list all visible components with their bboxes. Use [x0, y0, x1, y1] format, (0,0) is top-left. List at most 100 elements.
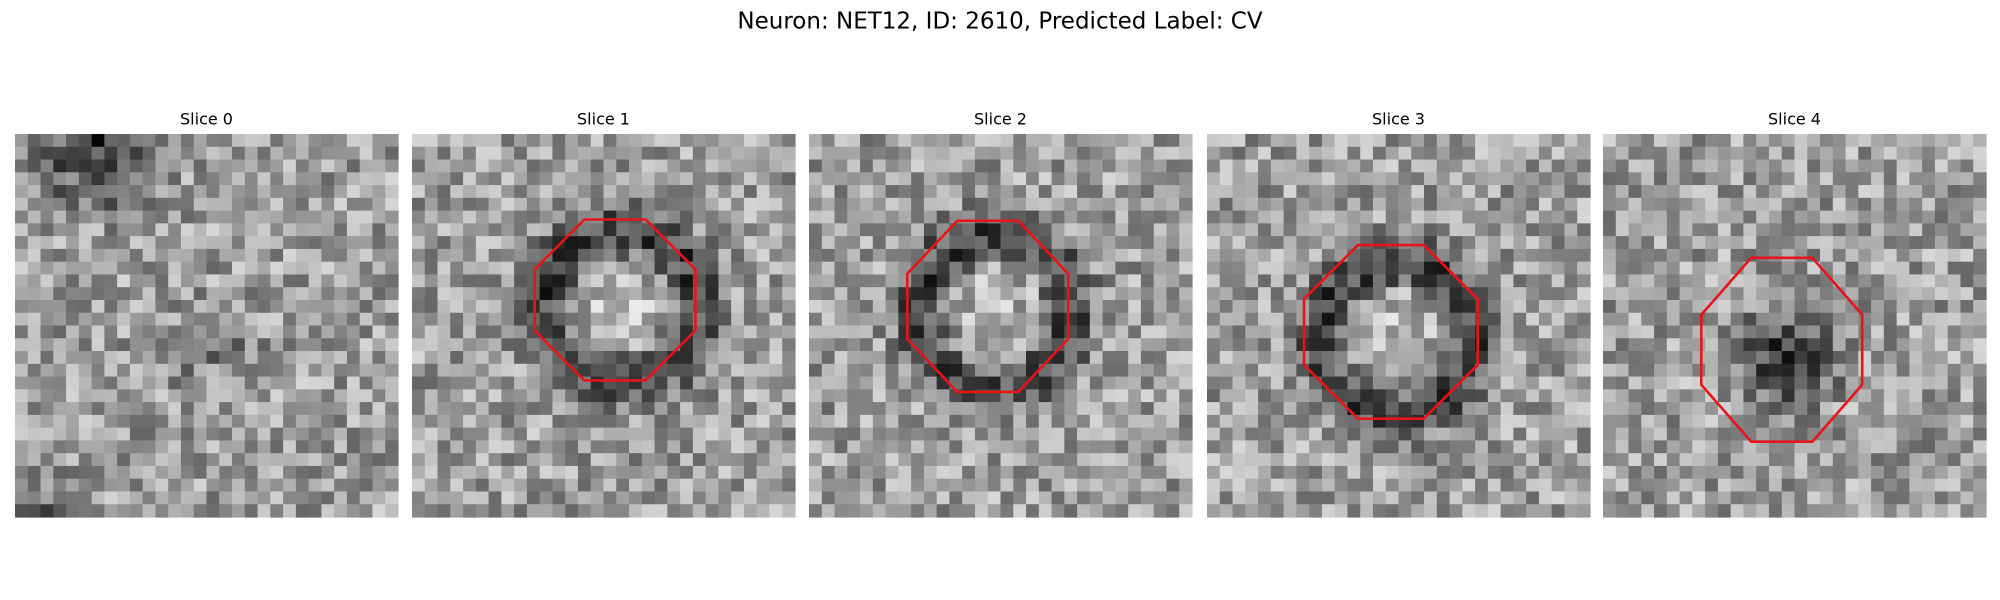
pixel [270, 159, 284, 173]
pixel [1424, 236, 1438, 250]
pixel [1628, 223, 1642, 237]
pixel [847, 389, 861, 403]
pixel [1000, 427, 1014, 441]
pixel [1436, 223, 1451, 237]
pixel [53, 427, 67, 441]
pixel [283, 185, 297, 199]
pixel [847, 338, 861, 352]
pixel [270, 389, 284, 403]
pixel [155, 351, 169, 365]
pixel [1436, 465, 1451, 480]
pixel [1513, 159, 1527, 173]
pixel [1896, 338, 1910, 352]
pixel [488, 261, 502, 276]
pixel [1871, 299, 1885, 314]
pixel [603, 197, 617, 212]
pixel [1615, 248, 1630, 263]
pixel [1207, 389, 1221, 403]
pixel [898, 465, 912, 480]
pixel [1424, 351, 1438, 365]
pixel [1360, 146, 1374, 161]
pixel [219, 146, 233, 161]
pixel [1500, 325, 1514, 339]
pixel [1207, 134, 1221, 148]
pixel [1845, 159, 1859, 173]
pixel [962, 453, 976, 467]
pixel [78, 351, 93, 365]
pixel [359, 376, 374, 390]
pixel [552, 363, 566, 378]
pixel [142, 478, 157, 493]
pixel [769, 414, 783, 429]
pixel [1768, 465, 1783, 480]
pixel [1538, 491, 1553, 505]
pixel [488, 389, 502, 403]
pixel [1768, 210, 1783, 224]
pixel [641, 453, 656, 467]
pixel [1794, 465, 1808, 480]
pixel [1781, 491, 1796, 505]
pixel [1654, 440, 1668, 454]
pixel [552, 453, 566, 467]
pixel [923, 134, 938, 148]
pixel [526, 325, 541, 339]
pixel [860, 338, 874, 352]
pixel [936, 287, 951, 301]
pixel [782, 159, 796, 173]
pixel [705, 312, 719, 327]
pixel [1717, 465, 1732, 480]
pixel [539, 363, 554, 378]
pixel [1360, 172, 1374, 186]
pixel [603, 146, 617, 161]
pixel [1871, 389, 1885, 403]
pixel [1768, 185, 1783, 199]
pixel [731, 325, 745, 339]
pixel [782, 453, 796, 467]
pixel [1513, 440, 1527, 454]
pixel [782, 402, 796, 416]
pixel [1398, 159, 1412, 173]
pixel [1219, 223, 1234, 237]
pixel [1179, 504, 1193, 518]
pixel [1436, 236, 1451, 250]
pixel [565, 504, 579, 518]
pixel [1743, 465, 1757, 480]
pixel [334, 287, 348, 301]
pixel [1449, 351, 1463, 365]
pixel [1283, 504, 1297, 518]
pixel [731, 172, 745, 186]
pixel [1730, 312, 1745, 327]
pixel [847, 223, 861, 237]
pixel [40, 504, 54, 518]
pixel [117, 389, 131, 403]
pixel [1705, 465, 1719, 480]
pixel [91, 453, 105, 467]
pixel [359, 236, 374, 250]
pixel [911, 376, 925, 390]
pixel [219, 504, 233, 518]
pixel [590, 299, 605, 314]
pixel [1064, 465, 1078, 480]
pixel [346, 504, 361, 518]
pixel [1347, 427, 1361, 441]
pixel [885, 261, 899, 276]
pixel [1398, 402, 1412, 416]
pixel [1820, 453, 1834, 467]
pixel [295, 159, 310, 173]
pixel [1064, 504, 1078, 518]
pixel [91, 287, 105, 301]
pixel [1756, 453, 1770, 467]
pixel [1883, 261, 1898, 276]
pixel [552, 478, 566, 493]
pixel [731, 236, 745, 250]
pixel [206, 427, 220, 441]
pixel [53, 210, 67, 224]
pixel [718, 402, 732, 416]
pixel [104, 197, 118, 212]
pixel [1153, 312, 1168, 327]
pixel [1089, 210, 1104, 224]
pixel [308, 478, 322, 493]
pixel [1140, 402, 1155, 416]
pixel [142, 363, 157, 378]
pixel [346, 299, 361, 314]
